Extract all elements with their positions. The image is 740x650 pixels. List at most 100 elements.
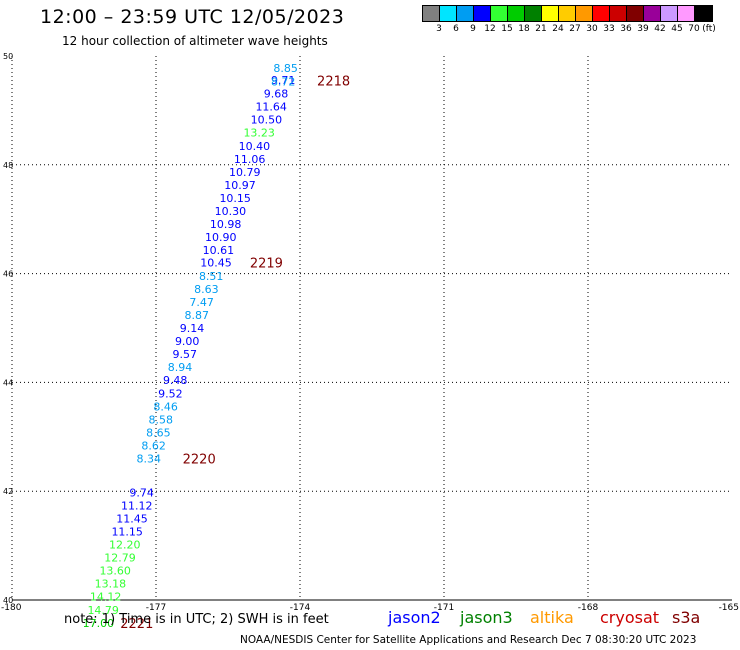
wave-height-label: 10.97	[224, 179, 256, 192]
scale-swatch	[474, 6, 491, 21]
wave-height-label: 9.74	[129, 486, 154, 499]
y-tick-label: 48	[3, 161, 13, 170]
color-scale-swatches	[422, 5, 713, 22]
satellite-label-jason3: jason3	[460, 608, 513, 627]
time-label: 2219	[250, 257, 283, 272]
scale-label: 45	[671, 24, 683, 34]
wave-height-label: 10.40	[239, 140, 271, 153]
scale-label: 18	[518, 24, 530, 34]
scale-swatch	[440, 6, 457, 21]
color-scale: 3 6 9 12 15 18 21 24 27 30 33 36 39 42 45 70 (ft)	[422, 5, 716, 34]
satellite-label-cryosat: cryosat	[600, 608, 660, 627]
scale-label: 27	[569, 24, 581, 34]
scale-swatch	[542, 6, 559, 21]
scale-label: 9	[470, 24, 476, 34]
wave-height-label: 10.79	[229, 166, 261, 179]
scale-swatch	[610, 6, 627, 21]
x-tick-label: -177	[146, 603, 166, 613]
x-tick-label: -168	[578, 603, 599, 613]
wave-height-label: 13.23	[243, 127, 275, 140]
scale-label: 36	[620, 24, 632, 34]
wave-height-label: 10.61	[203, 244, 235, 257]
satellite-label-s3a: s3a	[672, 608, 701, 627]
time-label: 2218	[317, 74, 350, 89]
wave-height-label: 10.30	[215, 205, 247, 218]
wave-height-label: 8.62	[141, 440, 166, 453]
units-note: note: 1) Time is in UTC; 2) SWH is in fe…	[64, 612, 329, 627]
scale-label: 3	[436, 24, 442, 34]
wave-height-label: 8.87	[185, 309, 210, 322]
wave-height-label: 8.51	[199, 270, 224, 283]
scale-label: 42	[654, 24, 666, 34]
wave-height-label: 8.65	[146, 426, 171, 439]
wave-height-label: 9.71	[271, 74, 296, 87]
wave-height-label: 8.72	[271, 76, 296, 89]
time-label: 2220	[183, 453, 216, 468]
y-tick-label: 40	[3, 596, 13, 605]
wave-height-label: 13.18	[95, 578, 127, 591]
scale-label: 70	[688, 24, 700, 34]
wave-height-label: 12.20	[109, 539, 141, 552]
wave-height-label: 10.90	[205, 231, 237, 244]
x-tick-label: -171	[434, 603, 454, 613]
scale-swatch	[644, 6, 661, 21]
wave-height-label: 10.98	[210, 218, 242, 231]
wave-height-label: 8.63	[194, 283, 219, 296]
time-label: 2221	[120, 617, 153, 632]
wave-height-label: 11.12	[121, 499, 153, 512]
scale-label: 21	[535, 24, 547, 34]
scale-swatch	[525, 6, 542, 21]
y-tick-label: 44	[3, 378, 13, 387]
credit-footer: NOAA/NESDIS Center for Satellite Applica…	[240, 634, 697, 646]
scale-swatch	[423, 6, 440, 21]
wave-height-label: 10.15	[219, 192, 251, 205]
wave-height-label: 9.68	[264, 88, 289, 101]
wave-height-label: 8.58	[149, 413, 174, 426]
scale-label: 6	[453, 24, 459, 34]
scale-swatch	[678, 6, 695, 21]
wave-height-label: 17.00	[83, 617, 115, 630]
y-tick-label: 42	[3, 487, 13, 496]
scale-swatch	[559, 6, 576, 21]
scale-swatch	[627, 6, 644, 21]
scale-swatch	[576, 6, 593, 21]
wave-height-label: 10.45	[200, 257, 232, 270]
scale-label: 39	[637, 24, 649, 34]
wave-height-label: 11.15	[111, 525, 143, 538]
wave-height-label: 9.48	[163, 374, 188, 387]
chart-title: 12:00 – 23:59 UTC 12/05/2023	[40, 6, 345, 28]
x-tick-label: -180	[1, 603, 22, 613]
wave-height-label: 9.14	[180, 322, 205, 335]
scale-swatch	[457, 6, 474, 21]
wave-height-label: 8.94	[168, 361, 193, 374]
wave-height-label: 14.79	[87, 604, 119, 617]
wave-height-label: 8.85	[273, 62, 298, 75]
scale-label: 24	[552, 24, 564, 34]
satellite-label-jason2: jason2	[388, 608, 441, 627]
scale-label: 12	[484, 24, 496, 34]
wave-height-label: 12.79	[104, 552, 136, 565]
scale-swatch	[508, 6, 525, 21]
wave-height-label: 9.57	[173, 348, 198, 361]
scale-swatch	[491, 6, 508, 21]
x-tick-label: -174	[290, 603, 311, 613]
scale-swatch	[695, 6, 712, 21]
wave-height-label: 14.12	[90, 591, 122, 604]
y-tick-label: 46	[3, 270, 13, 279]
y-tick-label: 50	[3, 52, 13, 61]
x-tick-label: -165	[719, 603, 739, 613]
satellite-label-altika: altika	[530, 608, 574, 627]
scale-swatch	[593, 6, 610, 21]
wave-height-label: 11.06	[234, 153, 266, 166]
wave-height-label: 13.60	[99, 565, 131, 578]
scale-swatch	[661, 6, 678, 21]
wave-height-label: 8.46	[153, 400, 178, 413]
wave-height-label: 9.00	[175, 335, 200, 348]
scale-label: 33	[603, 24, 615, 34]
scale-label: 30	[586, 24, 598, 34]
wave-height-label: 11.45	[116, 512, 148, 525]
wave-height-label: 10.50	[251, 114, 283, 127]
wave-height-label: 7.47	[189, 296, 214, 309]
color-scale-labels: 3 6 9 12 15 18 21 24 27 30 33 36 39 42 45 70 (ft)	[422, 22, 716, 34]
